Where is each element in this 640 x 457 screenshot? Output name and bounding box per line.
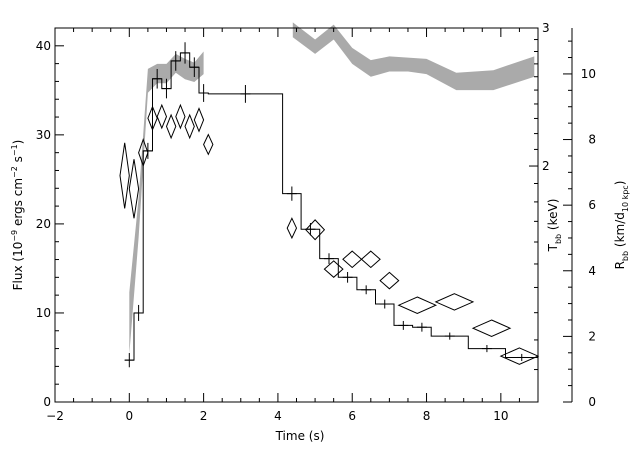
radius-axis-title: Rbb (km/d10 kpc)	[613, 181, 630, 270]
radius-tick-label: 2	[588, 329, 596, 343]
flux-tick-label: 30	[36, 128, 51, 142]
radius-diamond	[203, 133, 214, 156]
temperature-axis-title: Tbb (keV)	[546, 199, 563, 253]
left-axis-title: Flux (10−9 ergs cm−2 s−1)	[10, 140, 25, 291]
radius-diamond	[360, 250, 381, 269]
flux-tick-label: 0	[43, 395, 51, 409]
x-tick-label: −2	[46, 409, 64, 423]
x-tick-label: 4	[274, 409, 282, 423]
x-tick-label: 8	[423, 409, 431, 423]
radius-tick-label: 10	[581, 67, 596, 81]
radius-diamond	[342, 250, 363, 269]
temperature-band-layer	[129, 22, 535, 355]
temperature-tick-label: 2	[542, 159, 550, 173]
radius-diamond	[499, 347, 540, 365]
radius-diamond	[379, 271, 400, 290]
radius-diamond	[147, 105, 158, 132]
x-tick-label: 2	[200, 409, 208, 423]
temperature-tick-label: 3	[542, 21, 550, 35]
radius-diamond	[471, 319, 512, 337]
x-axis-title: Time (s)	[275, 429, 325, 443]
flux-tick-label: 40	[36, 39, 51, 53]
flux-histogram-line	[124, 52, 538, 361]
radius-diamond	[323, 260, 344, 278]
flux-tick-label: 20	[36, 217, 51, 231]
radius-diamond	[184, 113, 195, 140]
radius-tick-label: 4	[588, 264, 596, 278]
x-tick-label: 0	[125, 409, 133, 423]
radius-tick-label: 0	[588, 395, 596, 409]
radius-tick-label: 8	[588, 133, 596, 147]
flux-tick-label: 10	[36, 306, 51, 320]
radius-diamond	[128, 159, 140, 219]
radius-diamond	[119, 142, 130, 209]
radius-diamond	[286, 217, 298, 240]
radius-diamond-layer	[119, 103, 540, 365]
radius-diamond	[434, 293, 475, 311]
flux-histogram-layer	[124, 42, 538, 368]
radius-diamond	[305, 219, 326, 241]
temperature-band-segment-1	[292, 22, 535, 91]
radius-diamond	[193, 107, 205, 133]
radius-diamond	[397, 296, 438, 314]
x-tick-label: 10	[493, 409, 508, 423]
radius-diamond	[156, 103, 168, 130]
radius-tick-label: 6	[588, 198, 596, 212]
x-tick-label: 6	[348, 409, 356, 423]
radius-diamond	[175, 103, 186, 130]
radius-diamond	[138, 137, 149, 168]
radius-diamond	[165, 113, 177, 140]
